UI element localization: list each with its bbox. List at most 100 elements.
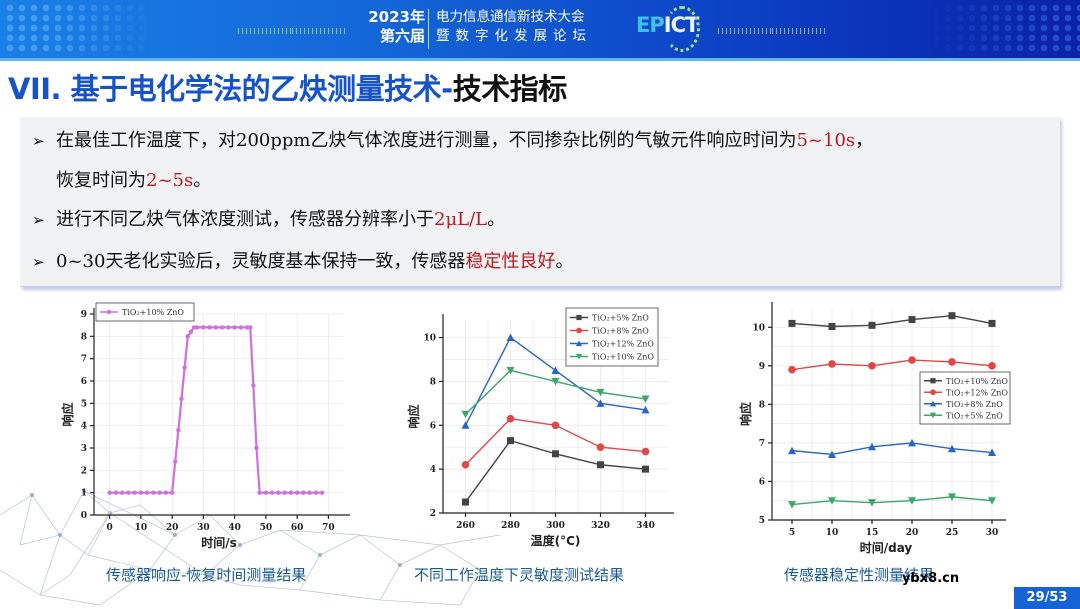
chart-temperature-sensitivity: 260 280 300 320 340 2 4 6 8 10 温度(°C) 响应 TiO₂+5% ZnO… <box>400 300 674 560</box>
marker-circle-icon <box>828 360 836 368</box>
y-tick-label: 1 <box>81 489 87 499</box>
y-tick-label: 5 <box>759 516 765 526</box>
legend-entry: TiO₂+8% ZnO <box>592 327 649 336</box>
slide-title-sub: 技术指标 <box>452 72 568 106</box>
series-tio2-10-zno <box>461 366 650 419</box>
marker-triangle-up-icon <box>461 421 470 429</box>
marker-square-icon <box>552 450 559 458</box>
bullet-text: 0~30天老化实验后，灵敏度基本保持一致，传感器 <box>56 251 466 272</box>
bullet-text: 进行不同乙炔气体浓度测试，传感器分辨率小于 <box>56 209 434 230</box>
y-tick-label: 9 <box>759 362 765 372</box>
legend-entry: TiO₂+10% ZnO <box>122 308 184 317</box>
chart-stability: 5 10 15 20 25 30 5 6 7 8 9 10 时间/day 响应 TiO₂+10% ZnO Ti… <box>730 300 1011 560</box>
bullet-text-end: ， <box>855 130 874 151</box>
y-tick-label: 7 <box>81 355 87 365</box>
chart-axes <box>90 308 350 519</box>
series-tio2-8-zno <box>788 438 996 458</box>
marker-triangle-up-icon <box>641 405 650 414</box>
marker-circle-icon <box>948 358 956 366</box>
marker-square-icon <box>788 319 796 327</box>
x-tick-label: 10 <box>826 528 839 538</box>
y-tick-label: 8 <box>430 377 436 387</box>
bullet-item-1: ➢ 在最佳工作温度下，对200ppm乙炔气体浓度进行测量，不同掺杂比例的气敏元件响… <box>32 128 873 154</box>
y-tick-label: 8 <box>81 332 87 342</box>
x-tick-label: 300 <box>546 521 565 531</box>
conference-name: 电力信息通信新技术大会 暨数字化发展论坛 <box>436 8 592 46</box>
arrow-bullet-icon: ➢ <box>32 253 45 271</box>
y-tick-label: 10 <box>752 323 765 333</box>
x-tick-label: 260 <box>456 521 475 531</box>
chart-temperature-sensitivity-plot: 260 280 300 320 340 2 4 6 8 10 温度(°C) 响应 TiO₂+5% ZnO… <box>406 307 674 548</box>
marker-triangle-down-icon <box>908 497 916 505</box>
conference-year: 2023年 <box>368 8 425 26</box>
x-axis-title: 时间/s <box>201 535 237 550</box>
marker-square-icon <box>462 498 469 506</box>
x-tick-label: 320 <box>591 521 610 531</box>
marker-circle-icon <box>506 414 515 423</box>
marker-triangle-up-icon <box>596 399 605 407</box>
decorative-ruler-right <box>718 28 772 34</box>
x-tick-label: 50 <box>260 523 273 533</box>
bullet-list: ➢ 在最佳工作温度下，对200ppm乙炔气体浓度进行测量，不同掺杂比例的气敏元件响… <box>20 117 1060 287</box>
slide-title: VII. 基于电化学法的乙炔测量技术-技术指标 <box>8 66 567 108</box>
y-tick-label: 0 <box>81 511 87 521</box>
marker-triangle-down-icon <box>868 499 876 507</box>
marker-square-icon <box>988 319 996 327</box>
banner-underline <box>0 58 1080 61</box>
legend-entry: TiO₂+10% ZnO <box>946 377 1008 386</box>
y-tick-label: 5 <box>81 399 87 409</box>
marker-triangle-down-icon <box>929 412 937 419</box>
y-tick-label: 6 <box>81 377 87 387</box>
caption-stability: 传感器稳定性测量结果 <box>784 566 935 584</box>
bullet-highlight: 2μL/L <box>434 209 488 230</box>
x-tick-label: 280 <box>501 521 520 531</box>
y-tick-label: 9 <box>81 310 87 320</box>
chart-axes <box>768 302 1006 524</box>
series-tio2-12-zno <box>788 356 996 374</box>
bullet-text-end: 。 <box>193 170 212 191</box>
marker-triangle-down-icon <box>596 388 605 397</box>
y-axis-title: 响应 <box>406 404 421 428</box>
marker-square-icon <box>507 437 514 445</box>
chart-grid <box>94 313 344 516</box>
logo-ring-icon <box>664 6 700 52</box>
legend-entry: TiO₂+10% ZnO <box>592 353 654 362</box>
y-axis-title: 响应 <box>738 402 753 426</box>
decorative-dots <box>4 3 154 55</box>
logo-prefix: EP <box>636 13 665 37</box>
chart-legend: TiO₂+5% ZnO TiO₂+8% ZnO TiO₂+12% ZnO TiO₂+1… <box>565 307 659 367</box>
marker-triangle-down-icon <box>461 410 470 419</box>
marker-square-icon <box>828 323 836 331</box>
arrow-bullet-icon: ➢ <box>32 132 45 150</box>
marker-square-icon <box>908 316 916 324</box>
bullet-text: 在最佳工作温度下，对200ppm乙炔气体浓度进行测量，不同掺杂比例的气敏元件响应… <box>56 130 797 151</box>
y-tick-label: 6 <box>759 477 765 487</box>
conference-banner: 2023年 第六届 电力信息通信新技术大会 暨数字化发展论坛 EPICT <box>0 0 1080 58</box>
caption-temperature-sensitivity: 不同工作温度下灵敏度测试结果 <box>414 566 625 584</box>
series-tio2-8-zno <box>461 414 650 469</box>
marker-circle-icon <box>641 447 650 456</box>
chart-legend: TiO₂+10% ZnO <box>95 302 195 322</box>
banner-divider <box>428 9 429 49</box>
x-tick-label: 0 <box>106 523 112 533</box>
marker-triangle-down-icon <box>641 395 650 403</box>
arrow-bullet-icon: ➢ <box>32 211 45 229</box>
marker-circle-icon <box>576 327 582 334</box>
bullet-item-1-continued: 恢复时间为2~5s。 <box>56 168 211 194</box>
decorative-network-mesh <box>0 489 501 606</box>
marker-triangle-up-icon <box>908 438 916 447</box>
y-tick-label: 6 <box>430 421 436 431</box>
bullet-item-2: ➢ 进行不同乙炔气体浓度测试，传感器分辨率小于2μL/L。 <box>32 207 505 233</box>
marker-triangle-up-icon <box>788 446 796 455</box>
x-tick-label: 25 <box>946 528 959 538</box>
marker-square-icon <box>948 312 956 320</box>
chart-response-recovery: 0 10 20 30 40 50 60 70 0 1 2 3 4 5 6 7 8 9 时间/s 响应 TiO₂+10% … <box>60 300 350 560</box>
y-tick-label: 8 <box>759 400 765 410</box>
marker-triangle-down-icon <box>988 497 996 505</box>
y-axis-title: 响应 <box>60 402 75 426</box>
legend-entry: TiO₂+12% ZnO <box>946 388 1008 397</box>
y-tick-label: 3 <box>81 444 87 454</box>
marker-triangle-up-icon <box>868 442 876 451</box>
series-tio2-10-zno <box>107 325 325 495</box>
